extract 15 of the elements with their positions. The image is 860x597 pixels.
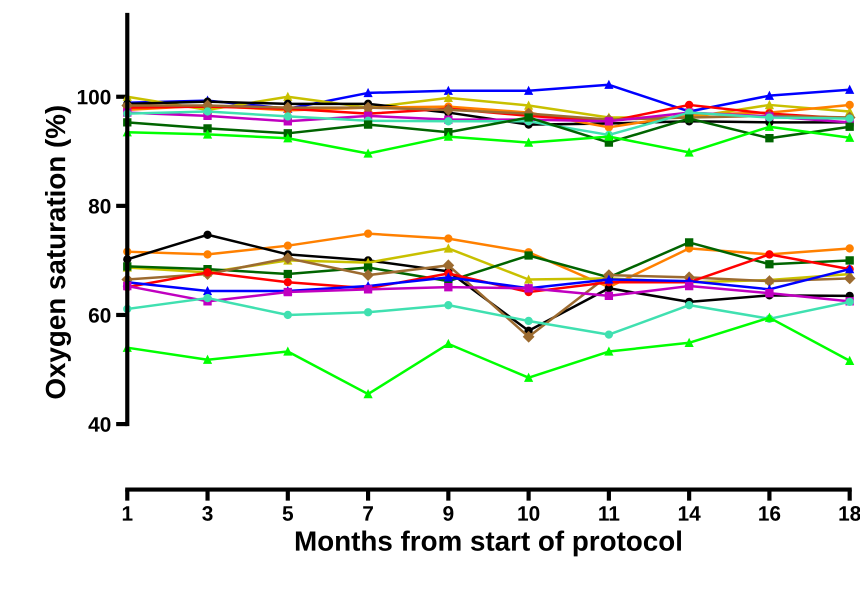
y-axis-title: Oxygen saturation (%) xyxy=(44,106,71,398)
x-tick-label: 16 xyxy=(759,506,780,521)
x-tick-label: 9 xyxy=(443,506,454,521)
x-tick-label: 5 xyxy=(282,506,294,521)
x-axis-title: Months from start of protocol xyxy=(296,530,681,556)
y-tick-label: 100 xyxy=(78,90,110,105)
x-tick-label: 1 xyxy=(122,506,132,521)
x-tick-label: 7 xyxy=(363,506,373,521)
x-tick-label: 10 xyxy=(518,506,540,521)
x-tick-label: 14 xyxy=(678,506,701,521)
x-tick-label: 11 xyxy=(599,506,620,521)
y-tick-label: 80 xyxy=(88,198,110,214)
x-tick-label: 3 xyxy=(202,506,213,521)
y-tick-label: 60 xyxy=(88,308,110,323)
y-tick-label: 40 xyxy=(88,417,110,432)
